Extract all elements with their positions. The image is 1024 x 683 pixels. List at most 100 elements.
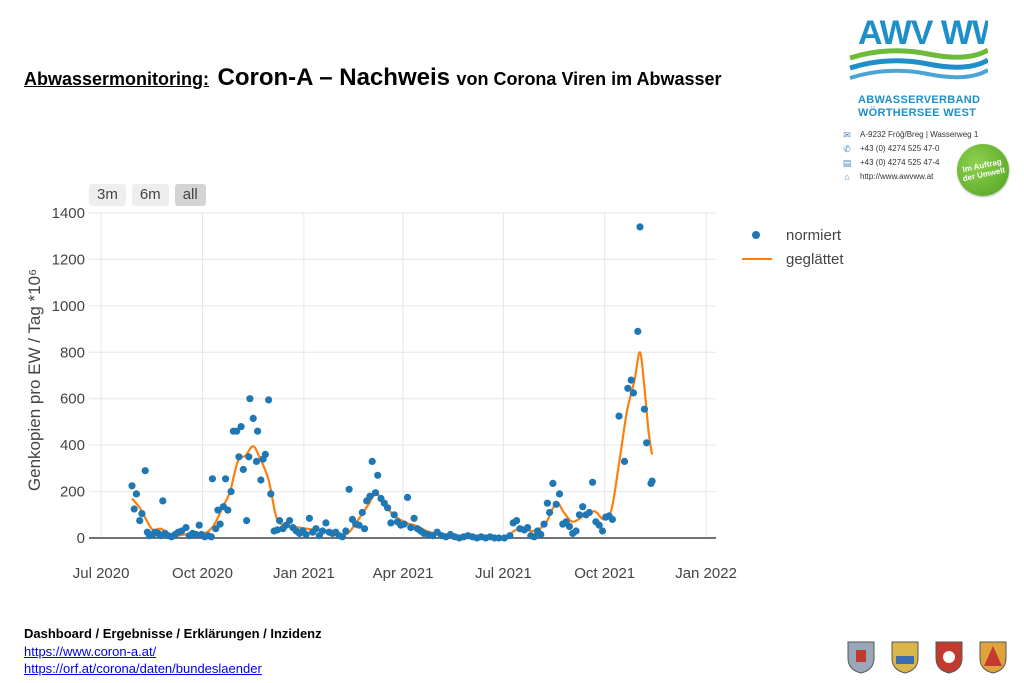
legend-item-normiert[interactable]: normiert [742,223,844,247]
data-point [629,389,638,397]
footer: Dashboard / Ergebnisse / Erklärungen / I… [24,626,322,677]
y-tick-label: 1400 [52,205,85,222]
data-point [214,506,222,514]
range-3m-button[interactable]: 3m [89,184,126,206]
range-selector: 3m 6m all [89,184,212,206]
x-tick-label: Jul 2020 [73,565,130,582]
data-point [530,533,538,541]
fax-icon: ▤ [842,158,852,168]
data-point [575,511,584,519]
data-point [305,514,313,522]
y-tick-label: 200 [60,484,85,501]
y-axis-label: Genkopien pro EW / Tag *10⁶ [25,269,44,491]
crest-icon [979,641,1007,674]
data-point [302,530,310,539]
legend-label: normiert [786,226,842,244]
data-point [252,457,261,465]
crest-icon [847,641,875,674]
data-point [495,534,503,542]
awv-ww-logo-icon: AWV WW [849,14,988,80]
data-point [543,499,552,507]
contact-phone: +43 (0) 4274 525 47-0 [860,144,940,153]
x-tick-label: Jan 2021 [273,565,335,582]
data-point [159,497,167,505]
data-point [608,515,617,524]
data-point [549,479,557,487]
footer-link-coron-a[interactable]: https://www.coron-a.at/ [24,644,157,659]
data-point [222,475,230,483]
data-point [598,527,607,535]
data-point [579,503,587,511]
data-point [407,524,415,532]
range-all-button[interactable]: all [174,184,206,206]
data-point [500,534,508,542]
data-point [620,457,629,465]
data-point [552,500,560,508]
y-tick-label: 0 [77,530,85,547]
y-tick-label: 600 [60,391,85,408]
data-point [286,517,294,525]
data-point [403,493,412,501]
data-point [555,490,564,498]
data-point [338,533,346,541]
data-point [182,524,190,532]
title-prefix: Abwassermonitoring: [24,69,210,89]
title-main: Coron-A – Nachweis [217,64,450,91]
x-tick-label: Oct 2021 [574,565,635,582]
logo-name-line2: WÖRTHERSEE WEST [858,107,977,119]
legend-marker-icon [752,231,760,239]
data-point [615,412,623,420]
data-point [207,533,215,541]
data-point [257,476,265,484]
chart-legend: normiert geglättet [742,223,844,271]
data-point [212,525,220,533]
data-point [546,508,554,517]
data-point [624,384,632,392]
mail-icon: ✉ [843,130,851,140]
data-point [390,511,398,519]
data-point [360,525,369,533]
data-point [506,532,514,540]
footer-link-orf[interactable]: https://orf.at/corona/daten/bundeslaende… [24,661,262,676]
data-point [254,427,262,435]
data-point [276,517,284,525]
data-point [132,490,140,498]
y-tick-label: 800 [60,344,85,361]
y-tick-label: 1200 [52,251,85,268]
x-tick-label: Jul 2021 [475,565,532,582]
data-point [224,506,232,514]
data-point [319,527,327,535]
data-point [358,508,366,517]
y-tick-label: 400 [60,437,85,454]
legend-item-geglaettet[interactable]: geglättet [742,247,844,271]
data-point [192,530,200,539]
range-6m-button[interactable]: 6m [131,184,169,206]
data-point [267,490,275,498]
data-point [648,477,656,485]
data-point [565,522,574,531]
data-point [400,520,408,528]
data-point [540,520,548,528]
data-point [374,471,382,479]
title-suffix: von Corona Viren im Abwasser [456,69,722,89]
data-point [636,223,644,231]
data-point [585,508,593,517]
home-icon: ⌂ [844,172,850,182]
data-point [265,396,273,404]
data-point [239,465,247,474]
data-point [138,509,146,518]
data-point [237,423,245,431]
series-markers-normiert [128,223,656,542]
data-point [345,485,353,493]
data-point [368,457,376,465]
data-point [366,492,374,500]
data-point [141,467,149,475]
data-point [537,530,545,539]
contact-web: http://www.awvww.at [860,172,934,181]
page-title: Abwassermonitoring: Coron-A – Nachweis v… [24,64,722,92]
data-point [273,526,281,534]
crest-icon [891,641,919,674]
contact-info: ✉ A-9232 Fröğ/Breg | Wasserweg 1 ✆ +43 (0)… [840,128,979,184]
x-tick-label: Oct 2020 [172,565,233,582]
